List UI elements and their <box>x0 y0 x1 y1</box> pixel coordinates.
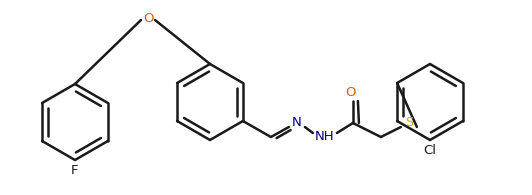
Text: O: O <box>143 12 153 25</box>
Text: S: S <box>405 116 413 129</box>
Text: NH: NH <box>315 130 335 144</box>
Text: O: O <box>346 87 356 99</box>
Text: F: F <box>71 163 79 176</box>
Text: N: N <box>292 116 302 129</box>
Text: Cl: Cl <box>423 144 436 157</box>
